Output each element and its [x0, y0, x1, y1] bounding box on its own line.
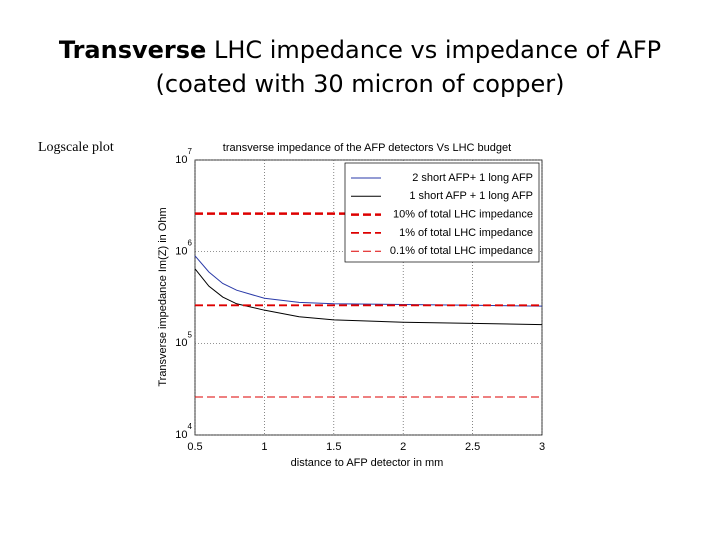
- slide-subtitle: (coated with 30 micron of copper): [155, 70, 565, 98]
- y-axis-label: Transverse impedance Im(Z) in Ohm: [157, 207, 169, 386]
- y-tick-exponent: 4: [188, 422, 193, 431]
- title-text: LHC impedance vs impedance of AFP: [213, 36, 662, 64]
- y-tick-exponent: 6: [188, 239, 193, 248]
- x-tick-label: 0.5: [187, 441, 202, 453]
- legend-label: 1% of total LHC impedance: [399, 227, 533, 239]
- legend-label: 10% of total LHC impedance: [393, 209, 533, 221]
- y-tick-label: 105: [175, 330, 192, 349]
- x-tick-label: 3: [539, 441, 545, 453]
- x-tick-label: 1.5: [326, 441, 341, 453]
- title-bold: Transverse: [58, 36, 207, 64]
- data-line: [194, 268, 543, 326]
- legend-label: 0.1% of total LHC impedance: [390, 245, 533, 257]
- legend-box: [344, 162, 540, 263]
- y-tick-label: 106: [175, 239, 192, 258]
- legend-label: 1 short AFP + 1 long AFP: [409, 190, 533, 202]
- x-tick-label: 2.5: [465, 441, 480, 453]
- side-label: Logscale plot: [38, 140, 114, 155]
- x-tick-label: 1: [261, 441, 267, 453]
- x-axis-label: distance to AFP detector in mm: [291, 457, 444, 469]
- y-tick-exponent: 5: [188, 330, 193, 339]
- slide-title-line: Transverse LHC impedance vs impedance of…: [0, 36, 720, 64]
- y-tick-label: 107: [175, 147, 192, 166]
- legend-label: 2 short AFP+ 1 long AFP: [412, 172, 533, 184]
- chart-title: transverse impedance of the AFP detector…: [223, 142, 511, 154]
- y-tick-exponent: 7: [188, 147, 193, 156]
- x-tick-label: 2: [400, 441, 406, 453]
- y-tick-label: 104: [175, 422, 192, 441]
